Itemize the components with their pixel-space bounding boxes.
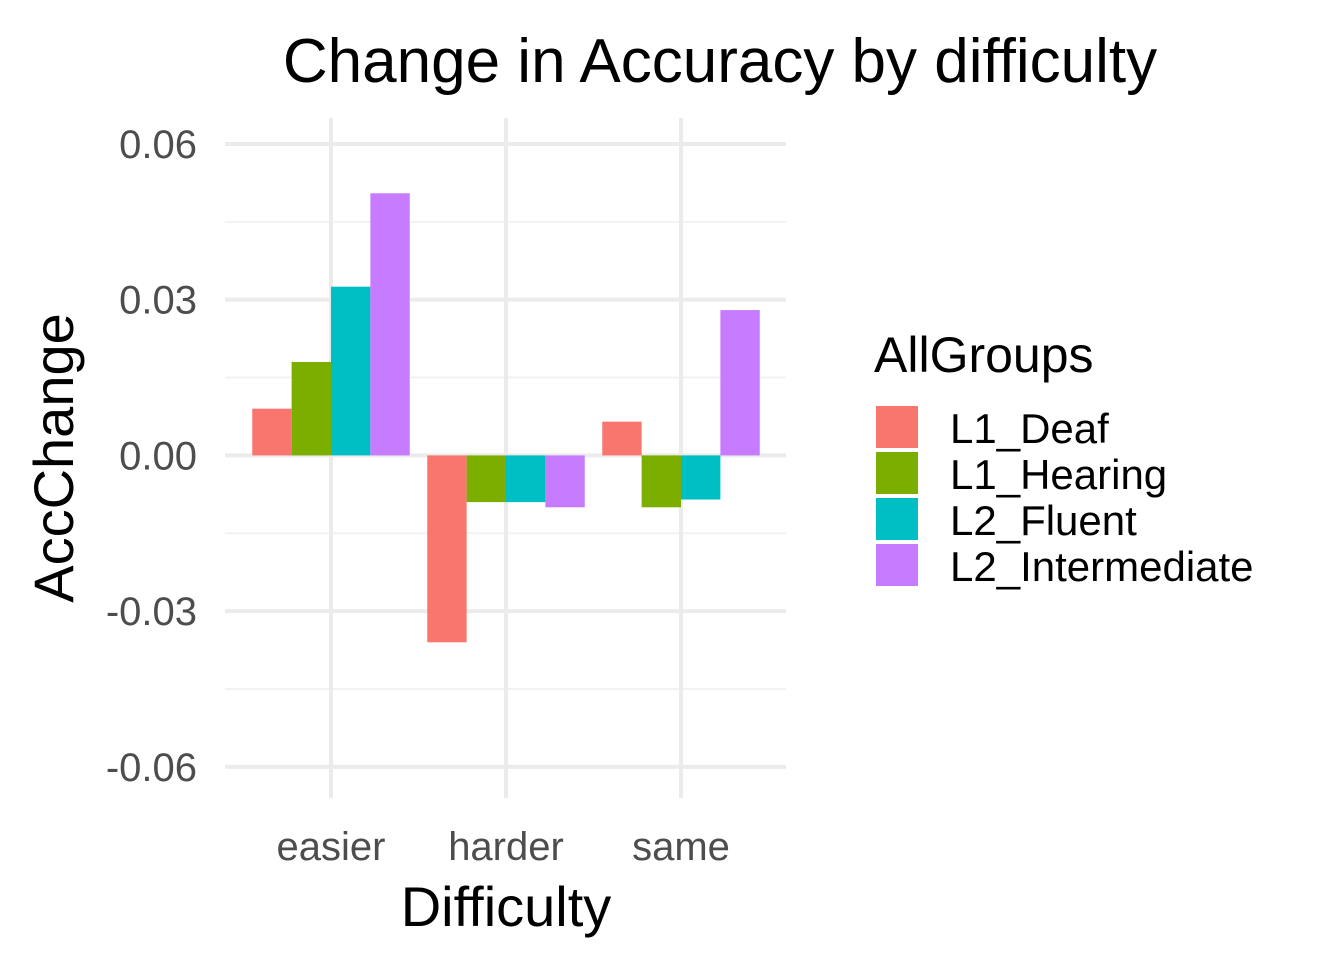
bar-harder-L1_Hearing xyxy=(466,455,506,503)
bar-same-L2_Fluent xyxy=(681,455,721,500)
bar-easier-L2_Fluent xyxy=(331,286,371,456)
legend-label: L1_Hearing xyxy=(950,451,1167,498)
legend: AllGroups L1_DeafL1_HearingL2_FluentL2_I… xyxy=(874,327,1254,590)
y-tick-label: 0.06 xyxy=(119,123,197,167)
x-axis-ticks: easier harder same xyxy=(277,825,730,869)
y-tick-label: 0.00 xyxy=(119,434,197,478)
y-axis-ticks: -0.06 -0.03 0.00 0.03 0.06 xyxy=(106,123,197,790)
legend-items: L1_DeafL1_HearingL2_FluentL2_Intermediat… xyxy=(876,405,1254,590)
legend-label: L1_Deaf xyxy=(950,405,1109,452)
legend-key-L2_Intermediate xyxy=(876,544,918,586)
legend-title: AllGroups xyxy=(874,327,1094,383)
bar-harder-L2_Intermediate xyxy=(545,455,585,508)
bars xyxy=(252,193,760,643)
bar-same-L2_Intermediate xyxy=(720,310,760,456)
bar-easier-L1_Deaf xyxy=(252,408,292,456)
x-tick-label: harder xyxy=(448,825,564,869)
legend-key-L1_Hearing xyxy=(876,452,918,494)
bar-easier-L2_Intermediate xyxy=(370,193,410,456)
bar-easier-L1_Hearing xyxy=(291,361,331,456)
bar-harder-L2_Fluent xyxy=(506,455,546,503)
legend-label: L2_Intermediate xyxy=(950,543,1254,590)
y-tick-label: 0.03 xyxy=(119,279,197,323)
bar-harder-L1_Deaf xyxy=(427,455,467,643)
legend-key-L1_Deaf xyxy=(876,406,918,448)
x-tick-label: same xyxy=(632,825,730,869)
legend-label: L2_Fluent xyxy=(950,497,1137,544)
bar-same-L1_Hearing xyxy=(641,455,681,508)
bar-same-L1_Deaf xyxy=(602,421,642,456)
y-tick-label: -0.06 xyxy=(106,746,197,790)
x-tick-label: easier xyxy=(277,825,386,869)
chart-title: Change in Accuracy by difficulty xyxy=(283,27,1157,96)
legend-key-L2_Fluent xyxy=(876,498,918,540)
x-axis-title: Difficulty xyxy=(401,875,612,938)
y-axis-title: AccChange xyxy=(22,313,85,603)
y-tick-label: -0.03 xyxy=(106,590,197,634)
